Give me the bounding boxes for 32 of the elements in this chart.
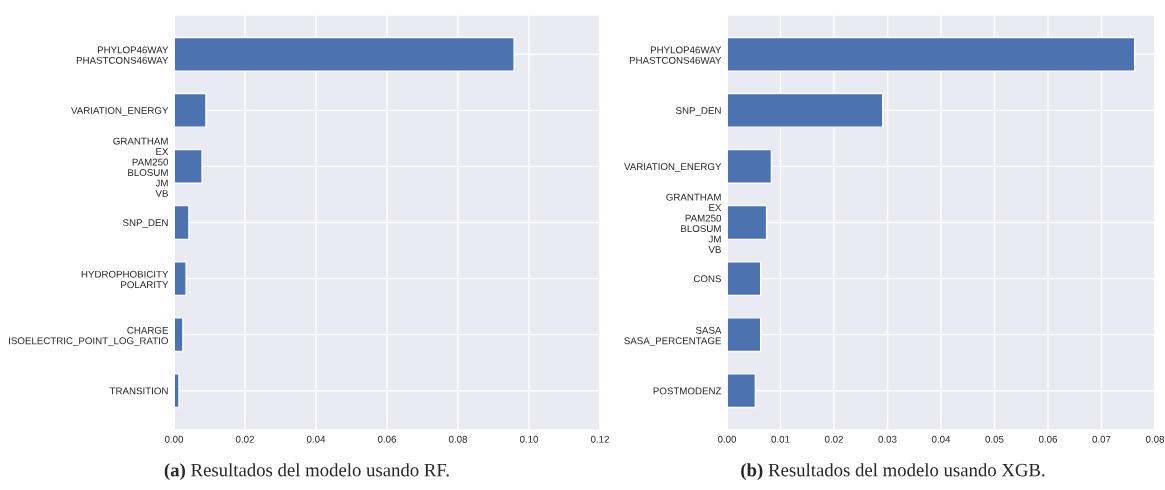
x-tick-label: 0.03 (878, 435, 897, 443)
x-tick-label: 0.12 (590, 435, 609, 443)
x-tick-label: 0.08 (1145, 435, 1165, 443)
y-tick-label: GRANTHAM EX PAM250 BLOSUM JM VB (666, 193, 722, 253)
y-tick-label: VARIATION_ENERGY (624, 163, 722, 172)
x-tick-label: 0.08 (448, 435, 468, 443)
y-tick-label: TRANSITION (109, 387, 168, 395)
x-tick-label: 0.07 (1092, 435, 1111, 443)
y-tick-label: CHARGE ISOELECTRIC_POINT_LOG_RATIO (9, 326, 169, 347)
y-tick-label: PHYLOP46WAY PHASTCONS46WAY (629, 46, 722, 64)
y-tick-label: HYDROPHOBICITY POLARITY (81, 270, 169, 289)
x-tick-label: 0.00 (717, 435, 737, 443)
x-tick-label: 0.02 (824, 435, 843, 443)
y-tick-label: CONS (693, 275, 721, 283)
text: (b) Resultados del modelo usando XGB. (741, 463, 1045, 481)
x-tick-label: 0.00 (164, 435, 184, 443)
x-tick-label: 0.04 (931, 435, 951, 443)
y-tick-label: SASA SASA_PERCENTAGE (624, 326, 722, 347)
y-tick-label: POSTMODENZ (653, 387, 722, 395)
x-tick-label: 0.06 (1038, 435, 1058, 443)
y-tick-label: GRANTHAM EX PAM250 BLOSUM JM VB (113, 137, 169, 197)
x-tick-label: 0.05 (985, 435, 1004, 443)
x-tick-label: 0.02 (235, 435, 254, 443)
text: (a) Resultados del modelo usando RF. (164, 463, 449, 481)
x-tick-label: 0.04 (306, 435, 326, 443)
y-tick-label: VARIATION_ENERGY (71, 107, 169, 116)
y-tick-label: PHYLOP46WAY PHASTCONS46WAY (76, 46, 169, 64)
x-tick-label: 0.10 (519, 435, 539, 443)
x-tick-label: 0.01 (771, 435, 790, 443)
y-tick-label: SNP_DEN (675, 107, 721, 116)
x-tick-label: 0.06 (377, 435, 397, 443)
y-tick-label: SNP_DEN (122, 219, 168, 228)
